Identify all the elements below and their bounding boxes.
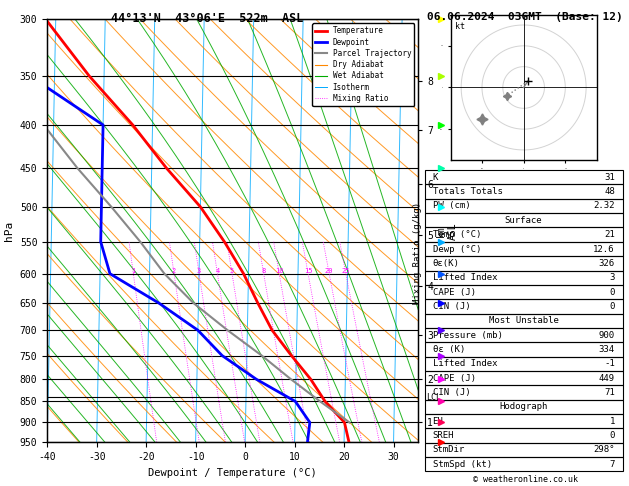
Text: 20: 20 [325,268,333,274]
Text: Lifted Index: Lifted Index [433,273,497,282]
Bar [425,242,623,256]
Text: 21: 21 [604,230,615,239]
Bar [425,285,623,299]
Text: 25: 25 [342,268,350,274]
Text: EH: EH [433,417,443,426]
Text: 4: 4 [215,268,220,274]
Text: SREH: SREH [433,431,454,440]
Bar [425,313,623,328]
Text: 298°: 298° [593,445,615,454]
Text: CAPE (J): CAPE (J) [433,374,476,382]
Text: 06.06.2024  03GMT  (Base: 12): 06.06.2024 03GMT (Base: 12) [427,12,623,22]
Bar [425,428,623,443]
Bar [425,185,623,199]
Bar [425,371,623,385]
Bar [425,342,623,357]
Text: 0: 0 [610,302,615,311]
Bar [425,170,623,185]
Text: 0: 0 [610,288,615,296]
Bar [425,443,623,457]
Text: PW (cm): PW (cm) [433,202,470,210]
Text: 71: 71 [604,388,615,397]
Text: 3: 3 [610,273,615,282]
Bar [425,199,623,213]
Text: LCL: LCL [426,393,441,401]
Text: StmDir: StmDir [433,445,465,454]
Bar [425,457,623,471]
Text: 48: 48 [604,187,615,196]
Bar [425,328,623,342]
Legend: Temperature, Dewpoint, Parcel Trajectory, Dry Adiabat, Wet Adiabat, Isotherm, Mi: Temperature, Dewpoint, Parcel Trajectory… [312,23,415,106]
Text: 8: 8 [262,268,266,274]
Text: Dewp (°C): Dewp (°C) [433,244,481,254]
Bar [425,213,623,227]
Text: θε (K): θε (K) [433,345,465,354]
Text: K: K [433,173,438,182]
Text: StmSpd (kt): StmSpd (kt) [433,460,492,469]
Bar [425,385,623,399]
Text: Hodograph: Hodograph [499,402,548,411]
Text: 12.6: 12.6 [593,244,615,254]
X-axis label: Dewpoint / Temperature (°C): Dewpoint / Temperature (°C) [148,468,317,478]
Text: 7: 7 [610,460,615,469]
Text: 44°13'N  43°06'E  522m  ASL: 44°13'N 43°06'E 522m ASL [111,12,304,25]
Text: kt: kt [455,22,465,31]
Text: Surface: Surface [505,216,542,225]
Bar [425,399,623,414]
Text: 2: 2 [172,268,176,274]
Bar [425,271,623,285]
Bar [425,227,623,242]
Text: θε(K): θε(K) [433,259,459,268]
Text: © weatheronline.co.uk: © weatheronline.co.uk [473,474,577,484]
Y-axis label: km
ASL: km ASL [436,222,457,240]
Bar [425,256,623,271]
Text: 5: 5 [230,268,234,274]
Text: 3: 3 [197,268,201,274]
Text: Lifted Index: Lifted Index [433,359,497,368]
Bar [425,414,623,428]
Text: 1: 1 [610,417,615,426]
Bar [425,357,623,371]
Text: 900: 900 [599,330,615,340]
Text: 1: 1 [131,268,135,274]
Y-axis label: hPa: hPa [4,221,14,241]
Bar [425,299,623,313]
Text: 2.32: 2.32 [593,202,615,210]
Text: CAPE (J): CAPE (J) [433,288,476,296]
Text: 15: 15 [304,268,313,274]
Text: -1: -1 [604,359,615,368]
Text: 0: 0 [610,431,615,440]
Text: Temp (°C): Temp (°C) [433,230,481,239]
Text: 334: 334 [599,345,615,354]
Text: 31: 31 [604,173,615,182]
Text: 326: 326 [599,259,615,268]
Text: Pressure (mb): Pressure (mb) [433,330,503,340]
Text: 449: 449 [599,374,615,382]
Text: CIN (J): CIN (J) [433,388,470,397]
Text: Totals Totals: Totals Totals [433,187,503,196]
Text: 10: 10 [275,268,284,274]
Text: CIN (J): CIN (J) [433,302,470,311]
Text: Most Unstable: Most Unstable [489,316,559,325]
Text: Mixing Ratio (g/kg): Mixing Ratio (g/kg) [413,202,421,304]
